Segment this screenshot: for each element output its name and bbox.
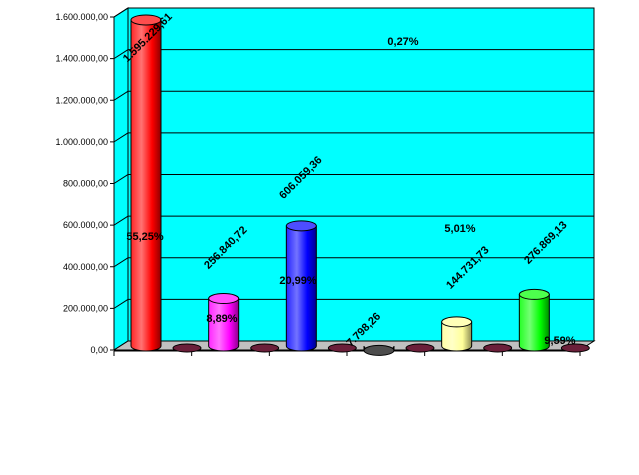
y-tick-label: 1.200.000,00 bbox=[55, 95, 108, 105]
bar-body bbox=[518, 293, 550, 352]
y-tick-label: 0,00 bbox=[90, 345, 108, 355]
bar-body bbox=[208, 298, 240, 352]
y-tick-label: 1.400.000,00 bbox=[55, 54, 108, 64]
bar bbox=[285, 220, 317, 352]
floor-disc bbox=[405, 343, 435, 353]
y-tick-label: 800.000,00 bbox=[63, 179, 108, 189]
bars bbox=[130, 14, 590, 356]
gridline bbox=[113, 257, 594, 268]
bar bbox=[130, 14, 162, 352]
gridline bbox=[113, 298, 594, 309]
gridline bbox=[113, 215, 594, 226]
bar-body bbox=[441, 321, 473, 352]
percent-label: 55,25% bbox=[126, 231, 164, 243]
gridline bbox=[113, 132, 594, 143]
y-tick-label: 400.000,00 bbox=[63, 262, 108, 272]
bar-top bbox=[130, 14, 162, 26]
bar bbox=[208, 293, 240, 352]
floor-disc bbox=[560, 343, 590, 353]
bar-top bbox=[208, 293, 240, 305]
percent-label: 5,01% bbox=[444, 223, 475, 235]
floor-disc bbox=[483, 343, 513, 353]
bar bbox=[441, 316, 473, 352]
percent-label: 9,59% bbox=[544, 335, 575, 347]
y-axis: 0,00 200.000,00 400.000,00 600.000,00 800.00… bbox=[55, 12, 581, 356]
percent-label: 8,89% bbox=[206, 313, 237, 325]
floor-disc bbox=[172, 343, 202, 353]
floor-disc bbox=[327, 343, 357, 353]
gridline bbox=[113, 7, 594, 18]
bar-body bbox=[130, 19, 162, 352]
y-tick-label: 1.600.000,00 bbox=[55, 12, 108, 22]
floor-disc bbox=[250, 343, 280, 353]
y-tick-label: 1.000.000,00 bbox=[55, 137, 108, 147]
bar-top bbox=[518, 288, 550, 300]
bar bbox=[518, 288, 550, 352]
percent-label: 0,27% bbox=[387, 36, 418, 48]
bar-top bbox=[285, 220, 317, 232]
gridline bbox=[113, 90, 594, 101]
gridline bbox=[113, 174, 594, 184]
gridline bbox=[113, 49, 594, 60]
bar-top bbox=[441, 316, 473, 328]
y-tick-label: 200.000,00 bbox=[63, 303, 108, 313]
bar-top bbox=[363, 344, 395, 356]
bar bbox=[363, 344, 395, 356]
percent-label: 20,99% bbox=[279, 275, 317, 287]
bar-body bbox=[285, 225, 317, 352]
y-tick-label: 600.000,00 bbox=[63, 220, 108, 230]
grid-lines bbox=[113, 7, 594, 309]
